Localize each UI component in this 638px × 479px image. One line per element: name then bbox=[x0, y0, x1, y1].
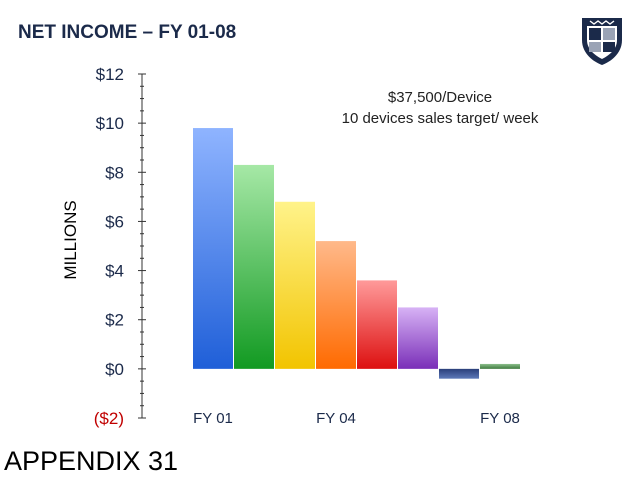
x-tick-label: FY 01 bbox=[193, 410, 233, 427]
chart-annotation-target: 10 devices sales target/ week bbox=[341, 110, 539, 127]
x-tick-label: FY 08 bbox=[480, 410, 520, 427]
bar-4 bbox=[357, 280, 397, 369]
page-title: NET INCOME – FY 01-08 bbox=[18, 22, 237, 43]
university-shield-icon bbox=[582, 18, 622, 65]
appendix-label: APPENDIX 31 bbox=[4, 446, 179, 476]
y-tick-label: $8 bbox=[105, 163, 124, 182]
y-tick-label: $0 bbox=[105, 360, 124, 379]
y-tick-label: $2 bbox=[105, 311, 124, 330]
bar-0 bbox=[193, 128, 233, 369]
y-tick-label: $6 bbox=[105, 212, 124, 231]
x-tick-label: FY 04 bbox=[316, 410, 356, 427]
bar-1 bbox=[234, 164, 274, 369]
chart-annotation-price: $37,500/Device bbox=[387, 89, 493, 106]
bar-7 bbox=[480, 363, 520, 369]
bar-2 bbox=[275, 201, 315, 369]
bar-3 bbox=[316, 241, 356, 369]
y-tick-label: $12 bbox=[96, 65, 124, 84]
y-tick-label: $4 bbox=[105, 262, 124, 281]
y-axis-label: MILLIONS bbox=[61, 200, 80, 279]
y-tick-label: $10 bbox=[96, 114, 124, 133]
bar-5 bbox=[398, 307, 438, 369]
y-tick-label: ($2) bbox=[94, 409, 124, 428]
bar-6 bbox=[439, 368, 479, 379]
